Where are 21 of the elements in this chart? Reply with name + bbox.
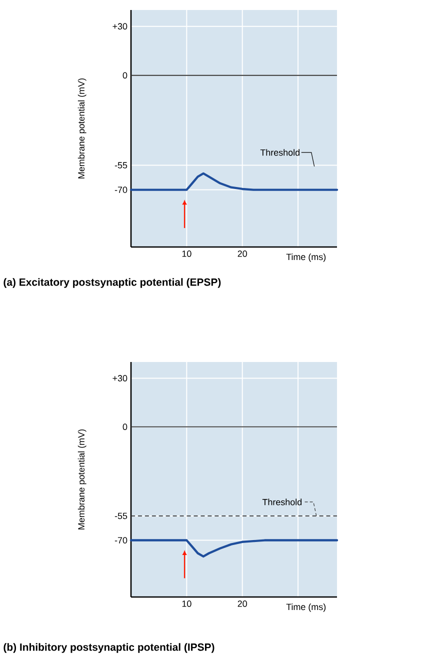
y-tick-label: 0 [122, 424, 128, 430]
y-tick-label: +30 [112, 23, 128, 30]
x-tick-label: 20 [238, 250, 247, 257]
x-tick-label: 20 [238, 600, 247, 607]
x-axis-title: Time (ms) [286, 254, 326, 262]
y-tick-label: -55 [114, 512, 128, 520]
x-tick-label: 10 [182, 600, 192, 607]
ref-line-label: Threshold [262, 498, 302, 506]
x-tick-label: 10 [182, 250, 192, 257]
y-axis-title: Membrane potential (mV) [78, 78, 86, 178]
x-axis-title: Time (ms) [286, 604, 326, 612]
y-tick-label: -70 [114, 537, 128, 544]
line-series [130, 539, 338, 558]
y-tick-label: +30 [112, 375, 128, 382]
y-tick-label: -55 [114, 162, 128, 168]
text: (b) Inhibitory postsynaptic potential (IPSP) [4, 643, 214, 653]
y-axis-title: Membrane potential (mV) [78, 429, 86, 530]
text: (a) Excitatory postsynaptic potential (EPSP) [4, 278, 221, 288]
y-tick-label: -70 [114, 186, 128, 193]
y-tick-label: 0 [122, 72, 128, 79]
annotation: Threshold [260, 149, 300, 156]
